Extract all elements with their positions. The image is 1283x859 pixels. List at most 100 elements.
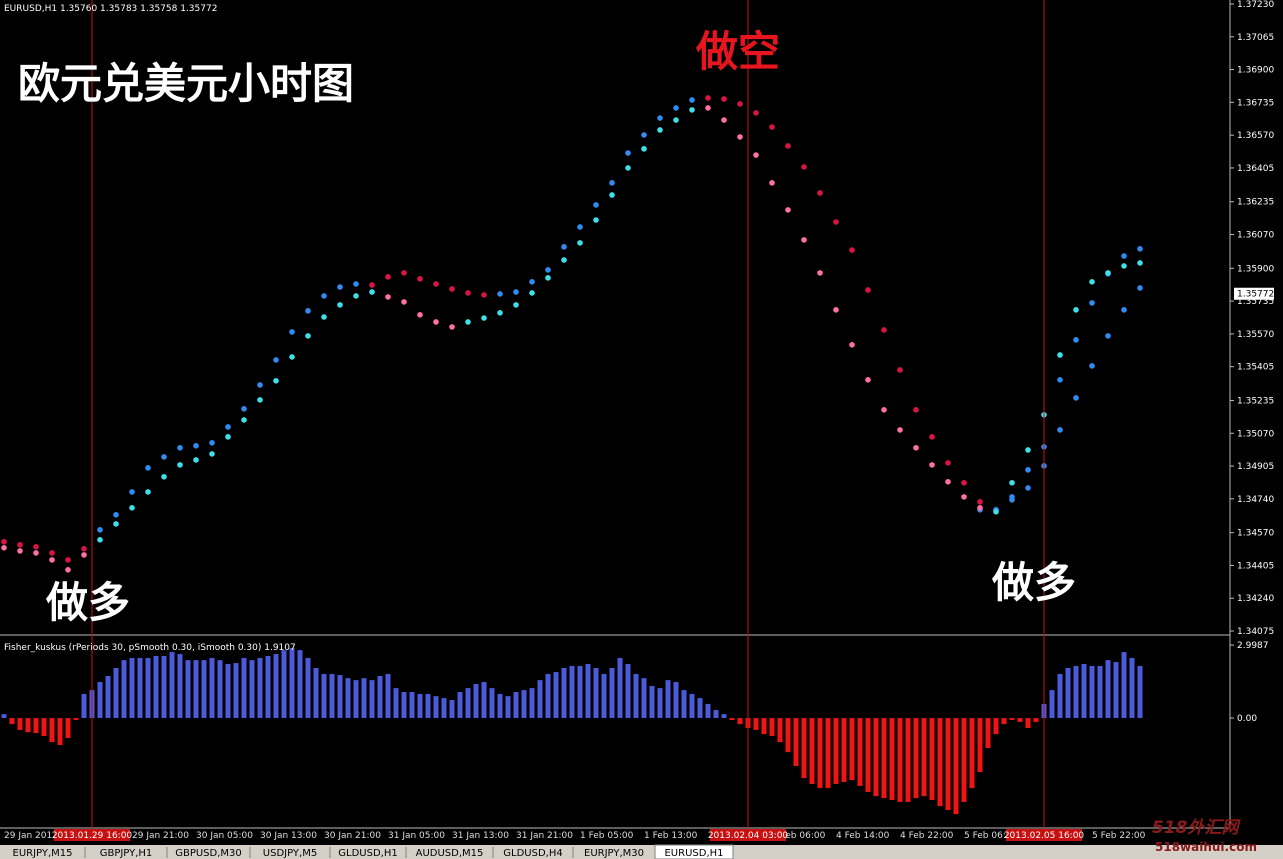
y-tick-label: 1.35405 [1237, 363, 1274, 373]
x-tick-label: 29 Jan 2013 [4, 831, 58, 841]
price-dot [1137, 246, 1143, 252]
price-dot [753, 152, 759, 158]
histogram-bar [41, 718, 47, 737]
price-dot [273, 377, 279, 384]
histogram-bar [257, 657, 263, 719]
price-dot [353, 281, 359, 287]
price-dot [529, 279, 535, 285]
event-label: 2013.02.05 16:00 [1004, 831, 1085, 841]
tab[interactable]: EURJPY,M15 [13, 848, 73, 859]
price-dot [177, 462, 183, 468]
histogram-bar [681, 690, 687, 719]
histogram-bar [1049, 690, 1055, 719]
tab[interactable]: EURUSD,H1 [664, 848, 723, 859]
price-dot [689, 107, 695, 113]
histogram-bar [729, 718, 735, 720]
histogram-bar [193, 660, 199, 719]
event-label: 2013.01.29 16:00 [52, 831, 133, 841]
y-tick-label: 2.9987 [1237, 641, 1269, 651]
event-label-bg [710, 829, 786, 841]
price-dot [113, 511, 119, 518]
price-dot [321, 314, 327, 320]
price-dot [625, 165, 631, 171]
price-dot [1073, 337, 1079, 343]
tab[interactable]: USDJPY,M5 [263, 848, 317, 859]
histogram-bar [625, 664, 631, 719]
histogram-bar [945, 718, 951, 810]
histogram-bar [1081, 664, 1087, 719]
histogram-bar [993, 718, 999, 735]
histogram-bar [897, 718, 903, 802]
histogram-bar [785, 718, 791, 753]
tab[interactable]: EURJPY,M30 [584, 848, 644, 859]
tab-bar [0, 845, 1283, 859]
price-dot [833, 307, 839, 313]
price-dot [1073, 307, 1079, 313]
price-dot [977, 504, 983, 511]
price-dot [145, 465, 151, 471]
price-dot [385, 274, 391, 280]
annotation: 做多 [45, 578, 130, 627]
histogram-bar [25, 718, 31, 733]
price-dot [577, 240, 583, 246]
tab-active [654, 844, 734, 859]
price-dot [1, 544, 7, 551]
price-dot [1025, 485, 1031, 491]
histogram-bar [249, 660, 255, 719]
price-dot [801, 164, 807, 170]
histogram-bar [97, 682, 103, 719]
histogram-bar [385, 674, 391, 719]
tab[interactable]: GLDUSD,H4 [503, 848, 562, 859]
x-tick-label: 4 Feb 14:00 [836, 831, 890, 841]
price-dot [1057, 352, 1063, 358]
price-dot [17, 541, 23, 548]
histogram-bar [1017, 718, 1023, 722]
histogram-bar [313, 667, 319, 719]
event-label: 2013.02.04 03:00 [708, 831, 789, 841]
price-dot [785, 143, 791, 149]
histogram-bar [145, 657, 151, 719]
tab[interactable]: GBPJPY,H1 [100, 848, 153, 859]
price-dot [1009, 494, 1015, 500]
histogram-bar [569, 665, 575, 719]
histogram-bar [697, 698, 703, 719]
price-dot [849, 342, 855, 348]
histogram-bar [657, 688, 663, 719]
price-dot [929, 462, 935, 468]
histogram-bar [297, 650, 303, 719]
price-dot [401, 270, 407, 276]
price-dot [609, 192, 615, 198]
price-dot [913, 444, 919, 451]
histogram-bar [777, 718, 783, 743]
price-dot [865, 377, 871, 383]
histogram-bar [985, 718, 991, 748]
price-dot [33, 543, 39, 550]
price-dot [449, 324, 455, 330]
price-dot [785, 207, 791, 213]
tab[interactable]: GBPUSD,M30 [175, 848, 242, 859]
price-dot [1009, 479, 1015, 486]
price-dot [737, 134, 743, 140]
y-tick-label: 1.37065 [1237, 33, 1274, 43]
histogram-bar [937, 718, 943, 807]
price-dot [881, 327, 887, 333]
histogram-bar [793, 718, 799, 766]
event-label-bg [54, 829, 130, 841]
y-tick-label: 1.36570 [1237, 131, 1274, 141]
histogram-bar [761, 718, 767, 735]
last-price-label: 1.35772 [1237, 290, 1274, 300]
histogram-bar [737, 718, 743, 725]
histogram-bar [81, 693, 87, 719]
histogram-bar [1105, 660, 1111, 719]
tab[interactable]: AUDUSD,M15 [416, 848, 484, 859]
histogram-bar [769, 718, 775, 737]
tab[interactable]: GLDUSD,H1 [338, 848, 397, 859]
price-dot [241, 406, 247, 412]
price-dot [1137, 285, 1143, 291]
histogram-bar [753, 718, 759, 730]
y-tick-label: 1.34405 [1237, 561, 1274, 571]
y-tick-label: 1.34240 [1237, 594, 1274, 604]
histogram-bar [73, 718, 79, 720]
